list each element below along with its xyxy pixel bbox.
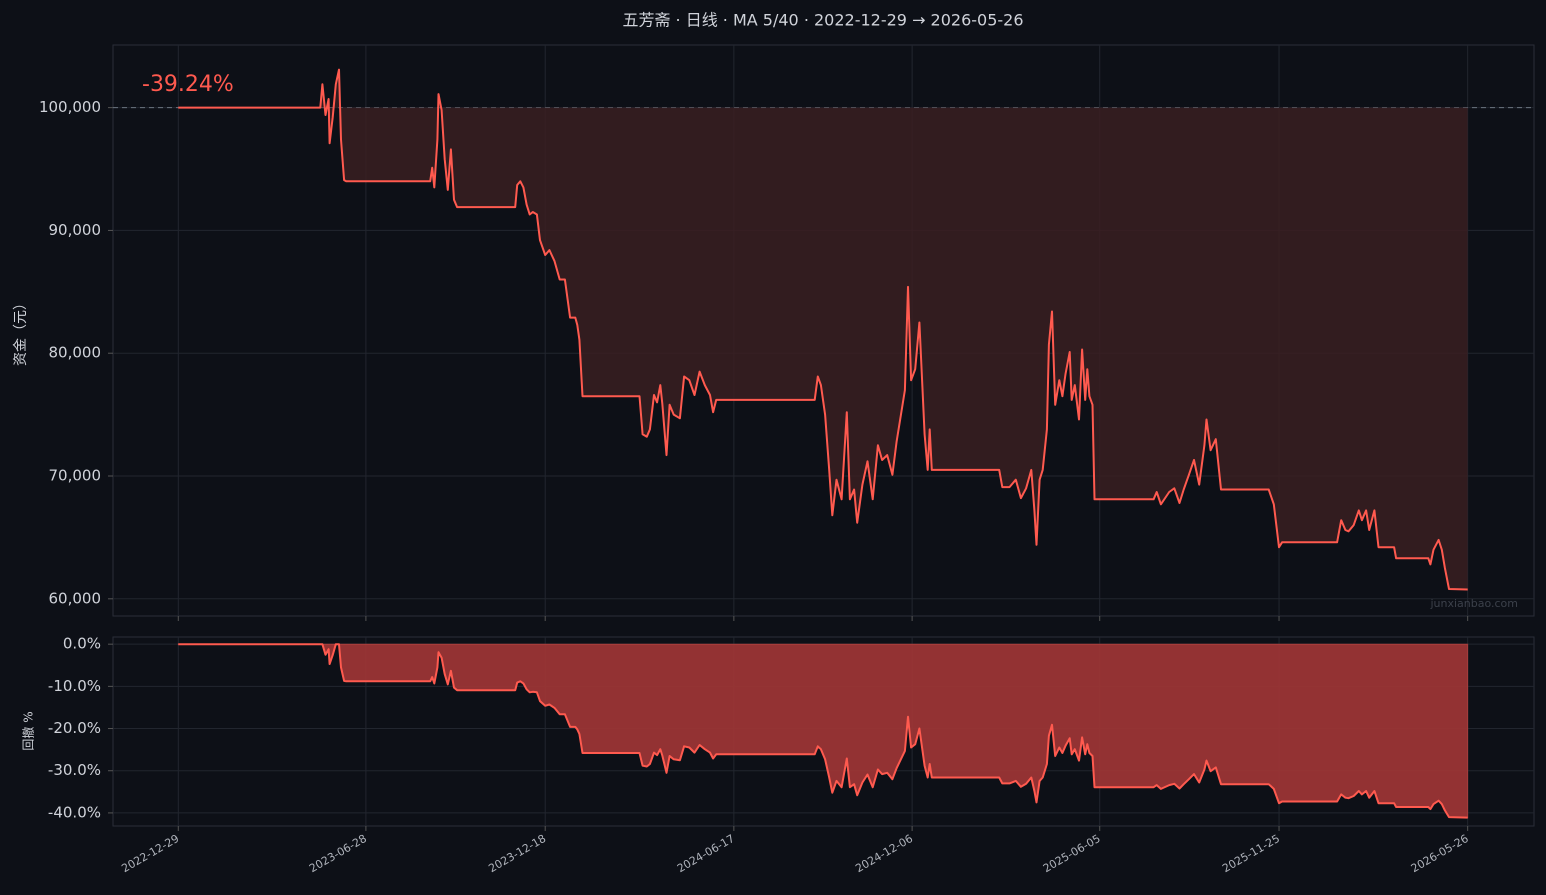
line <box>178 643 1468 819</box>
x-tick-label: 2023-12-18 <box>486 832 548 875</box>
watermark: junxianbao.com <box>1429 597 1518 610</box>
y-axis-label: 回撤 % <box>21 711 36 750</box>
y-axis-label: 资金（元） <box>13 296 29 366</box>
plot-frame <box>112 636 1535 827</box>
y-tick-label: 70,000 <box>49 467 102 485</box>
x-tick-label: 2026-05-26 <box>1409 832 1471 875</box>
y-tick-label: 60,000 <box>49 589 102 607</box>
area-fill <box>178 69 1468 590</box>
y-tick-label: -40.0% <box>48 803 101 821</box>
annotation: -39.24% <box>142 72 234 97</box>
x-tick-label: 2025-06-05 <box>1041 832 1103 875</box>
y-tick-label: 0.0% <box>63 635 101 653</box>
chart-title: 五芳斋 · 日线 · MA 5/40 · 2022-12-29 → 2026-0… <box>622 11 1023 30</box>
y-tick-label: -10.0% <box>48 677 101 695</box>
x-tick-label: 2024-12-06 <box>853 832 915 875</box>
y-tick-label: -30.0% <box>48 761 101 779</box>
x-tick-label: 2025-11-25 <box>1220 832 1282 875</box>
y-tick-label: -20.0% <box>48 719 101 737</box>
y-tick-label: 100,000 <box>39 98 101 116</box>
plot-frame <box>112 44 1535 617</box>
x-tick-label: 2023-06-28 <box>307 832 369 875</box>
x-tick-label: 2022-12-29 <box>119 832 181 875</box>
x-tick-label: 2024-06-17 <box>675 832 737 875</box>
y-tick-label: 80,000 <box>49 344 102 362</box>
y-tick-label: 90,000 <box>49 221 102 239</box>
line <box>178 68 1468 591</box>
